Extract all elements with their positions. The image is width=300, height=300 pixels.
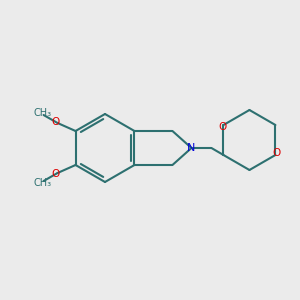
Text: O: O (272, 148, 281, 158)
Text: CH₃: CH₃ (34, 178, 52, 188)
Text: CH₃: CH₃ (34, 108, 52, 118)
Text: O: O (51, 169, 60, 179)
Text: O: O (51, 117, 60, 127)
Text: N: N (187, 143, 196, 153)
Text: O: O (218, 122, 226, 132)
